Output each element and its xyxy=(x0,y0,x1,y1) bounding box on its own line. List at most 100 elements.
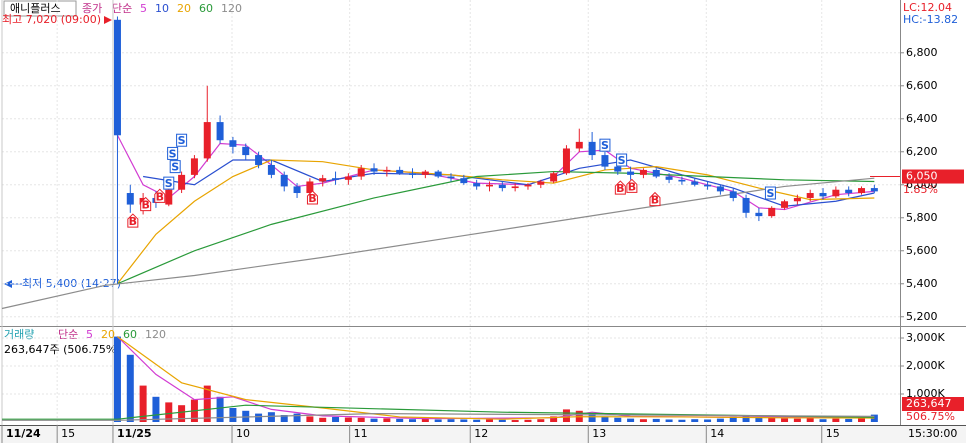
candle-body xyxy=(216,122,224,141)
candle-body xyxy=(383,169,391,172)
stock-name-box xyxy=(3,0,77,17)
volume-bar xyxy=(498,419,506,422)
volume-bar xyxy=(332,416,340,422)
legend-entry: 60 xyxy=(123,328,137,341)
signal-box xyxy=(306,190,318,205)
candle-body xyxy=(409,173,417,175)
volume-bar xyxy=(768,417,776,422)
candle-body xyxy=(190,158,198,175)
candle-body xyxy=(498,184,506,189)
candle-body xyxy=(178,174,186,190)
candle-body xyxy=(537,181,545,185)
candle-body xyxy=(357,168,365,177)
signal-label: S xyxy=(165,177,173,190)
ma-line xyxy=(117,336,875,420)
legend-entry: 120 xyxy=(221,2,242,15)
signal-box xyxy=(167,146,179,160)
candle-body xyxy=(126,193,134,205)
candle-body xyxy=(447,176,455,179)
candle-body xyxy=(396,169,404,174)
signal-marker: B xyxy=(154,188,166,203)
legend-entry: 20 xyxy=(177,2,191,15)
x-tick-label: 12 xyxy=(474,427,488,440)
volume-bar xyxy=(447,419,455,422)
signal-marker: B xyxy=(626,178,638,193)
signal-label: S xyxy=(601,139,609,152)
candle-body xyxy=(768,207,776,217)
x-tick-label: 10 xyxy=(236,427,250,440)
signal-box xyxy=(176,133,188,147)
candle-body xyxy=(370,168,378,172)
signal-label: B xyxy=(616,182,624,195)
candle-body xyxy=(755,212,763,217)
candle-body xyxy=(242,146,250,156)
ma-line xyxy=(117,170,875,285)
last-price-box xyxy=(902,169,964,184)
candle-body xyxy=(806,193,814,198)
volume-bar xyxy=(755,416,763,422)
candle-body xyxy=(858,188,866,194)
signal-marker: B xyxy=(306,190,318,205)
y-tick-label: 5,800 xyxy=(906,211,938,224)
candle-body xyxy=(742,197,750,213)
candle-body xyxy=(845,189,853,194)
signal-box xyxy=(599,138,611,152)
volume-bar xyxy=(357,417,365,422)
volume-bar xyxy=(344,417,352,422)
y-tick-label: 6,400 xyxy=(906,112,938,125)
y-tick-label: 1,000K xyxy=(906,387,945,400)
candle-body xyxy=(627,171,635,175)
candle-body xyxy=(306,181,314,194)
y-tick-label: 5,200 xyxy=(906,310,938,323)
candle-body xyxy=(691,181,699,185)
volume-bar xyxy=(383,418,391,422)
y-tick-label: 3,000K xyxy=(906,331,945,344)
candle-body xyxy=(524,184,532,187)
y-tick-label: 6,200 xyxy=(906,145,938,158)
signal-label: B xyxy=(628,180,636,193)
y-tick-label: 6,600 xyxy=(906,79,938,92)
candle-body xyxy=(652,169,660,177)
legend-entry: 20 xyxy=(101,328,115,341)
legend-entry: 5 xyxy=(86,328,93,341)
signal-box xyxy=(626,178,638,193)
volume-bar xyxy=(845,418,853,422)
signal-marker: S xyxy=(176,133,188,147)
volume-bar xyxy=(126,354,134,422)
signal-box xyxy=(163,176,175,190)
volume-bar xyxy=(652,418,660,422)
candle-body xyxy=(665,176,673,180)
candle-body xyxy=(729,191,737,198)
signal-label: S xyxy=(171,161,179,174)
volume-bar xyxy=(870,414,878,422)
candle-body xyxy=(255,155,263,165)
volume-bar xyxy=(639,419,647,422)
volume-bar xyxy=(255,413,263,422)
volume-bar xyxy=(781,418,789,422)
volume-bar xyxy=(511,420,519,422)
x-tick-label: 13 xyxy=(592,427,606,440)
volume-bar xyxy=(716,418,724,422)
candle-body xyxy=(562,148,570,174)
y-tick-label: 2,000K xyxy=(906,359,945,372)
candle-body xyxy=(781,201,789,208)
last-volume-box xyxy=(902,397,964,411)
signal-label: B xyxy=(156,190,164,203)
volume-bar xyxy=(550,416,558,422)
volume-bar xyxy=(396,418,404,422)
x-axis-band xyxy=(0,425,966,443)
signal-marker: S xyxy=(167,146,179,160)
candle-body xyxy=(203,122,211,159)
candle-body xyxy=(575,141,583,149)
candle-body xyxy=(511,186,519,189)
candle-body xyxy=(870,188,878,192)
legend-entry: 120 xyxy=(145,328,166,341)
volume-bar xyxy=(473,419,481,422)
high-note: 최고 7,020 (09:00) xyxy=(2,13,101,26)
volume-ratio: 506.75% xyxy=(906,410,955,423)
volume-bar xyxy=(806,417,814,422)
signal-box xyxy=(614,180,626,195)
signal-label: B xyxy=(651,194,659,207)
ma-line xyxy=(2,412,875,421)
candle-body xyxy=(678,179,686,182)
